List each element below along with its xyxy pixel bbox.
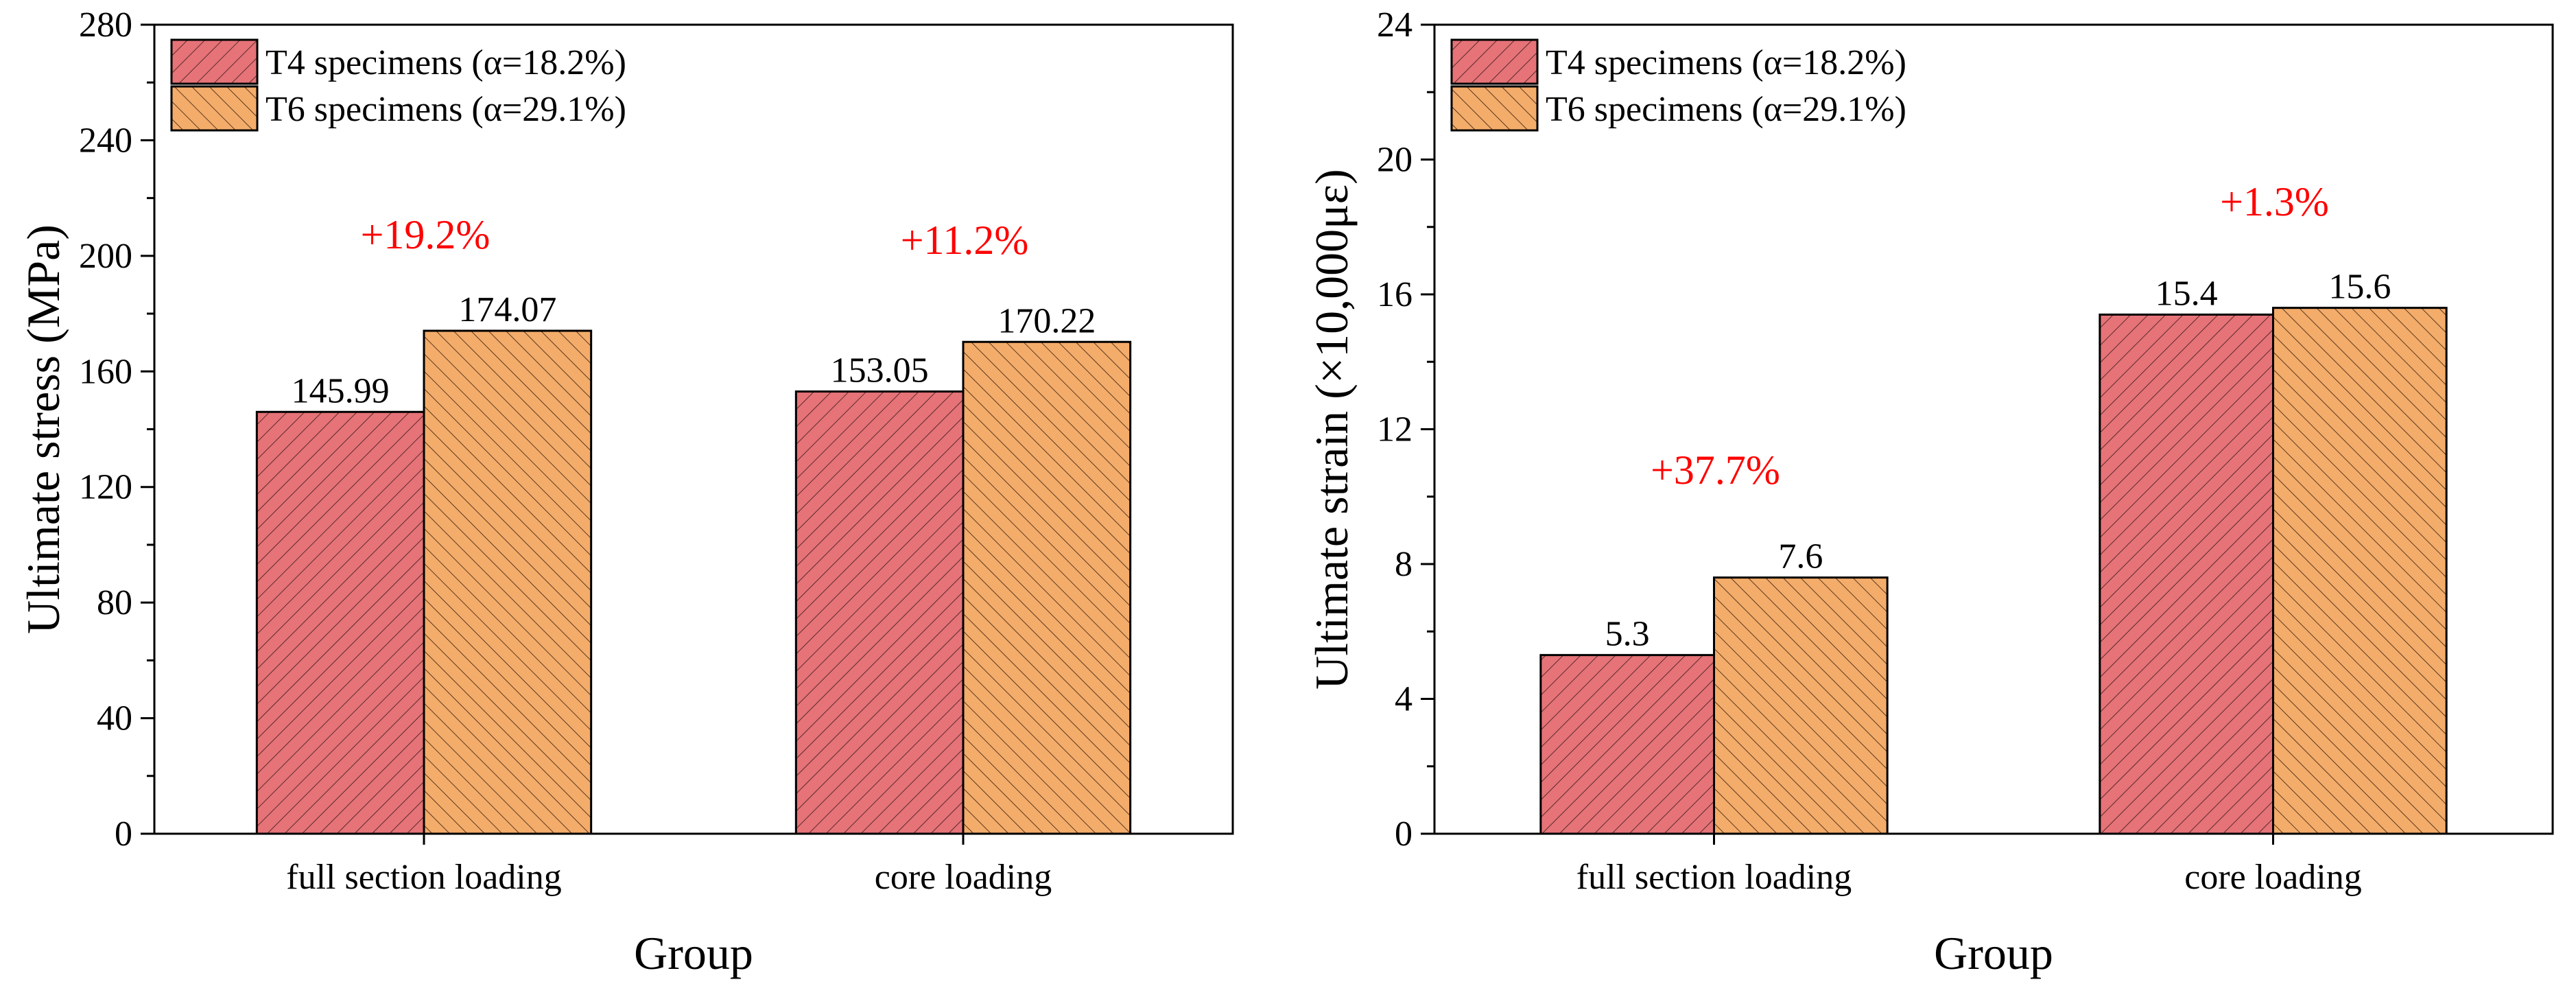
y-tick-label: 120 (79, 468, 132, 507)
legend-swatch-hatch (170, 38, 259, 85)
y-tick-label: 20 (1377, 141, 1413, 180)
y-tick-label: 8 (1395, 545, 1413, 584)
bar-hatch-t4-0 (1539, 654, 1716, 835)
data-label: 5.3 (1605, 615, 1650, 654)
bar-hatch-t6-0 (423, 329, 593, 835)
x-axis-title: Group (634, 927, 753, 979)
bar-hatch-t4-1 (2099, 313, 2275, 835)
x-tick-label: full section loading (1576, 858, 1852, 897)
y-tick-label: 4 (1395, 680, 1413, 719)
y-tick-label: 40 (97, 699, 132, 738)
increase-annotation: +1.3% (2220, 179, 2329, 224)
bar-hatch-t4-0 (255, 410, 425, 835)
legend-label: T4 specimens (α=18.2%) (265, 43, 626, 82)
y-tick-label: 80 (97, 583, 132, 622)
legend-label: T6 specimens (α=29.1%) (1546, 90, 1906, 129)
legend-swatch-hatch (1450, 85, 1539, 132)
y-axis-title: Ultimate strain (×10,000με) (1305, 169, 1358, 690)
y-tick-label: 0 (115, 815, 132, 854)
strain-chart: 5.3 7.6 +37.7% full section loading 15.4 15.6… (1305, 5, 2554, 979)
data-label: 7.6 (1778, 537, 1823, 576)
y-tick-label: 200 (79, 237, 132, 276)
y-tick-label: 240 (79, 121, 132, 160)
data-label: 15.4 (2155, 274, 2218, 313)
data-label: 174.07 (458, 290, 556, 329)
y-tick-label: 16 (1377, 275, 1413, 314)
bar-hatch-t4-1 (794, 390, 965, 835)
y-tick-label: 24 (1377, 5, 1413, 45)
data-label: 153.05 (831, 351, 929, 390)
legend-label: T4 specimens (α=18.2%) (1546, 43, 1906, 82)
bar-hatch-t6-1 (962, 340, 1132, 835)
x-tick-label: full section loading (286, 858, 561, 897)
x-tick-label: core loading (875, 858, 1052, 897)
legend-label: T6 specimens (α=29.1%) (265, 90, 626, 129)
x-axis-title: Group (1934, 927, 2053, 979)
x-tick-label: core loading (2184, 858, 2361, 897)
bar-hatch-t6-1 (2272, 307, 2448, 835)
bar-hatch-t6-0 (1713, 576, 1889, 835)
y-tick-label: 0 (1395, 815, 1413, 854)
legend-swatch-hatch (170, 85, 259, 132)
increase-annotation: +11.2% (901, 218, 1029, 263)
increase-annotation: +37.7% (1651, 447, 1780, 493)
legend-swatch-hatch (1450, 38, 1539, 85)
stress-chart: 145.99 174.07 +19.2% full section loading 15… (17, 5, 1234, 979)
y-tick-label: 12 (1377, 410, 1413, 449)
data-label: 15.6 (2328, 268, 2391, 307)
data-label: 145.99 (292, 371, 390, 410)
increase-annotation: +19.2% (361, 212, 491, 257)
y-tick-label: 160 (79, 352, 132, 391)
data-label: 170.22 (997, 301, 1096, 340)
y-axis-title: Ultimate stress (MPa) (17, 224, 69, 634)
y-tick-label: 280 (79, 5, 132, 45)
